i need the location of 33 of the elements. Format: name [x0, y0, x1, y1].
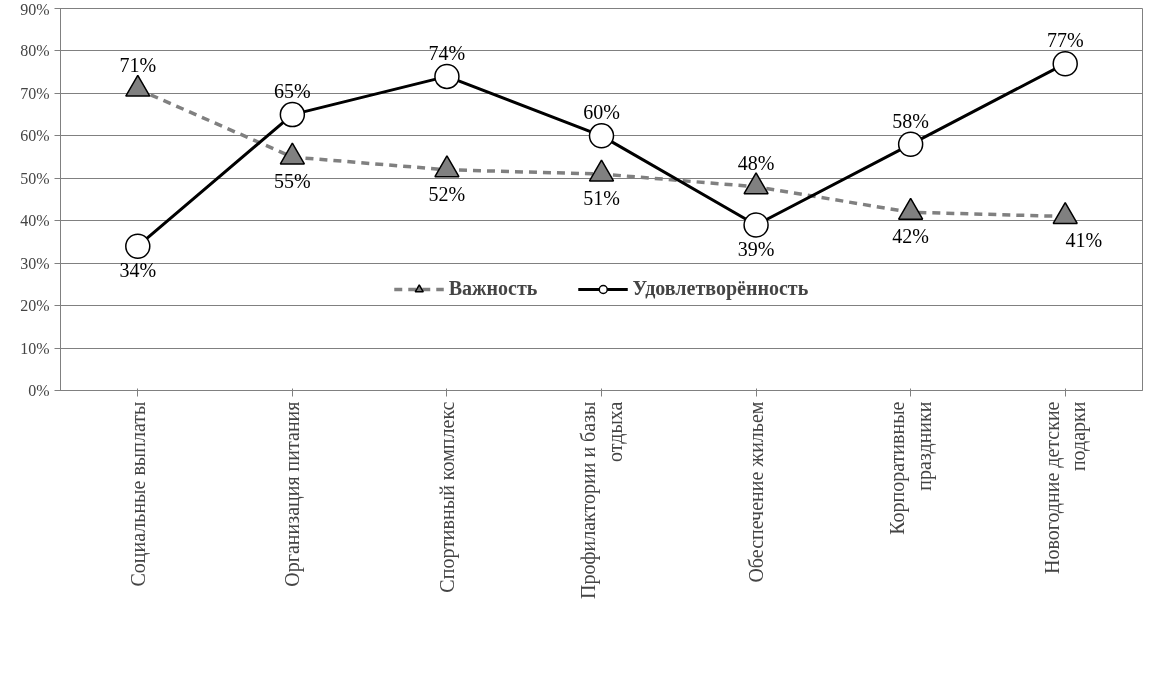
legend-label: Удовлетворённость	[632, 277, 809, 300]
y-tick-label: 50%	[20, 169, 50, 187]
y-tick-label: 40%	[20, 212, 50, 230]
y-tick-label: 80%	[20, 42, 50, 60]
data-label: 55%	[274, 169, 311, 192]
y-tick-label: 30%	[20, 254, 50, 272]
x-tick-label: Спортивный комплекс	[435, 401, 459, 593]
data-label: 39%	[737, 237, 775, 260]
x-tick-label: Профилактории и базы отдыха	[577, 401, 627, 599]
y-tick-label: 70%	[20, 84, 50, 102]
data-label: 74%	[428, 41, 466, 64]
data-label: 48%	[737, 152, 775, 175]
data-label: 60%	[583, 101, 620, 124]
y-tick-label: 90%	[20, 0, 50, 18]
y-tick-label: 60%	[20, 127, 50, 145]
data-label: 71%	[119, 54, 157, 77]
x-tick-label: Организация питания	[281, 401, 305, 587]
legend-label: Важность	[448, 277, 538, 300]
y-tick-label: 0%	[28, 382, 50, 399]
y-tick-label: 10%	[20, 339, 50, 357]
x-tick-label: Новогодние детские подарки	[1041, 401, 1091, 575]
data-label: 42%	[892, 224, 929, 247]
data-label: 41%	[1065, 229, 1103, 252]
x-tick-label: Социальные выплаты	[126, 401, 150, 587]
data-label: 51%	[583, 186, 620, 209]
data-label: 65%	[274, 79, 311, 102]
y-tick-label: 20%	[20, 297, 50, 315]
x-tick-label: Обеспечение жильем	[745, 401, 768, 583]
data-label: 77%	[1046, 28, 1084, 51]
data-label: 58%	[892, 109, 929, 132]
data-label: 52%	[428, 182, 466, 205]
x-tick-label: Корпоративные праздники	[886, 401, 936, 535]
data-label: 34%	[119, 258, 157, 281]
